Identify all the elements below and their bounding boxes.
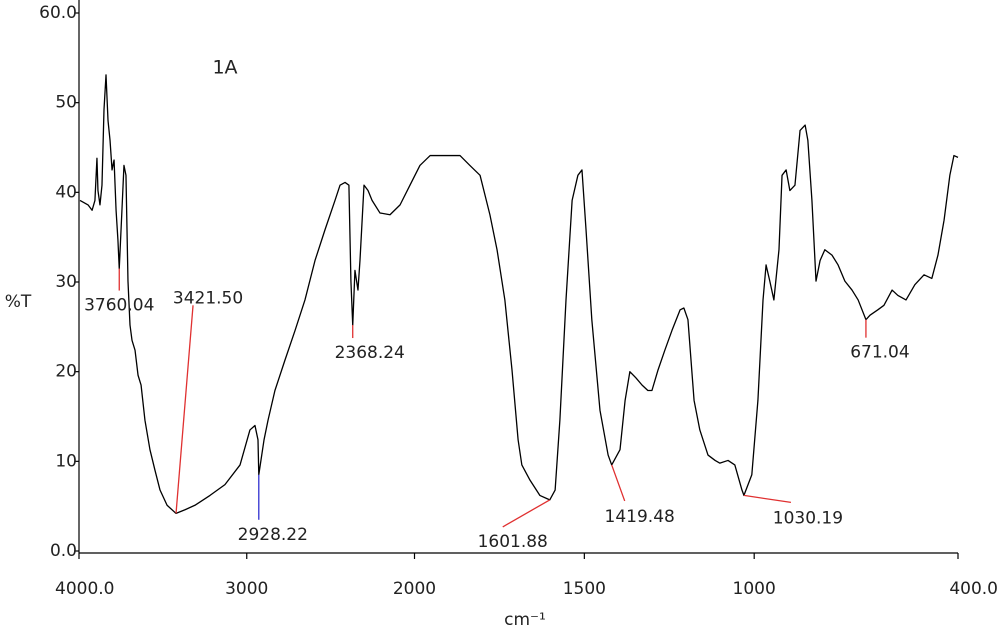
x-axis-label: cm⁻¹ <box>504 610 546 630</box>
chart-title: 1A <box>212 57 237 79</box>
peak-label: 1419.48 <box>605 507 675 527</box>
peak-leader <box>611 464 626 502</box>
peak-leader <box>743 494 792 504</box>
y-axis-label: %T <box>5 292 32 312</box>
peak-label: 1601.88 <box>478 532 548 552</box>
peak-label: 2928.22 <box>238 525 308 545</box>
y-tick-label: 40 <box>55 182 77 202</box>
x-tick-label: 1000 <box>733 579 776 599</box>
x-tick-label: 400.0 <box>949 579 998 599</box>
y-tick-label: 10 <box>55 451 77 471</box>
x-tick-label: 3000 <box>225 579 268 599</box>
x-tick-label: 1500 <box>563 579 606 599</box>
x-tick-label: 4000.0 <box>55 579 114 599</box>
peak-label: 1030.19 <box>773 508 843 528</box>
peak-leader <box>175 305 194 514</box>
x-tick-label: 2000 <box>393 579 436 599</box>
y-tick-label: 60.0 <box>39 3 77 23</box>
peak-label: 671.04 <box>850 343 909 363</box>
y-tick-label: 30 <box>55 272 77 292</box>
y-tick-label: 20 <box>55 362 77 382</box>
y-tick-label: 0.0 <box>50 541 77 561</box>
spectrum-line <box>79 74 959 514</box>
peak-leader <box>502 499 551 528</box>
peak-label: 3421.50 <box>173 288 243 308</box>
peak-label: 3760.04 <box>84 296 154 316</box>
y-tick-label: 50 <box>55 93 77 113</box>
peak-label: 2368.24 <box>335 343 405 363</box>
